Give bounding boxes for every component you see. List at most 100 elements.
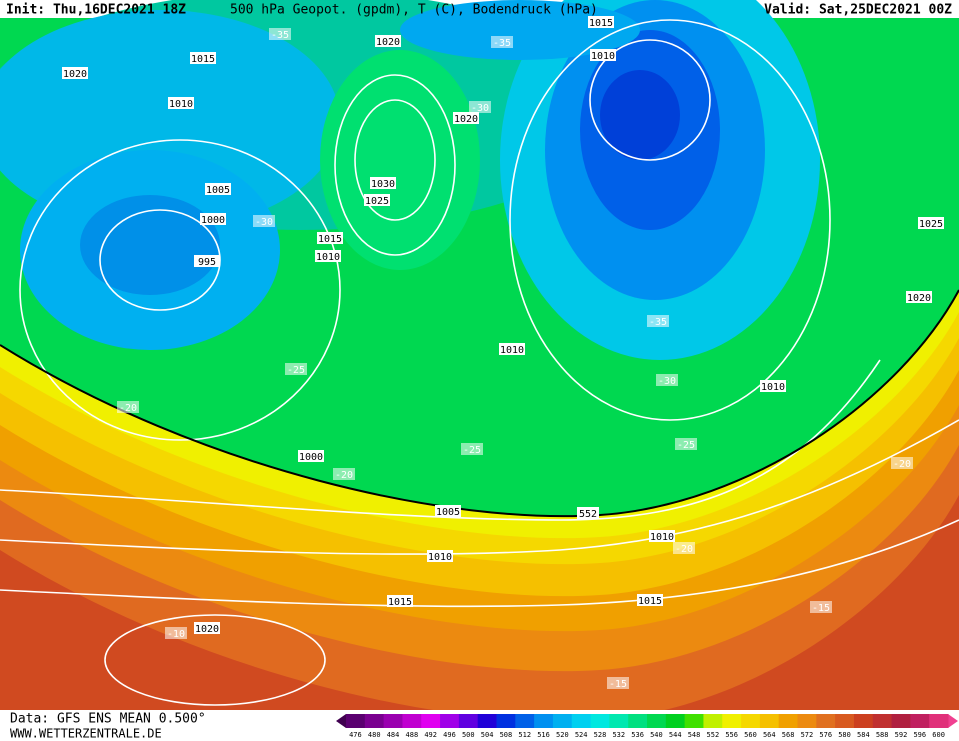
temperature-label: -35 bbox=[493, 38, 511, 49]
isobar bbox=[19, 139, 341, 441]
isobar-label: 1015 bbox=[191, 54, 215, 65]
isobar-label: 1015 bbox=[388, 597, 412, 608]
isobar-label-box bbox=[298, 450, 324, 462]
colorbar-label: 592 bbox=[895, 731, 908, 739]
isobar-label-box bbox=[168, 97, 194, 109]
colorbar-swatch bbox=[684, 714, 704, 728]
colorbar-low-arrow bbox=[336, 714, 346, 728]
temperature-label: -20 bbox=[335, 470, 353, 481]
colorbar-swatch bbox=[741, 714, 761, 728]
map-title: 500 hPa Geopot. (gpdm), T (C), Bodendruc… bbox=[230, 3, 598, 18]
isobar-label-box bbox=[194, 622, 220, 634]
isobar-label: 1010 bbox=[500, 345, 524, 356]
isobar-label: 1025 bbox=[919, 219, 943, 230]
isobar-label-box bbox=[760, 380, 786, 392]
colorbar-label: 540 bbox=[650, 731, 663, 739]
colorbar-swatch bbox=[458, 714, 479, 728]
isobar-label-box bbox=[590, 49, 616, 61]
colorbar-swatch bbox=[515, 714, 535, 728]
field-blue bbox=[80, 195, 220, 295]
colorbar-label: 480 bbox=[368, 731, 381, 739]
colorbar-label: 568 bbox=[782, 731, 795, 739]
colorbar-swatch bbox=[703, 714, 723, 728]
temperature-label-box bbox=[810, 601, 832, 613]
temperature-label: -15 bbox=[812, 603, 830, 614]
isobar-label-box bbox=[918, 217, 944, 229]
isobar bbox=[0, 519, 959, 608]
isobar-label: 1005 bbox=[436, 507, 460, 518]
colorbar-label: 576 bbox=[819, 731, 832, 739]
isobar-label: 1010 bbox=[169, 99, 193, 110]
colorbar-swatch bbox=[891, 714, 911, 728]
colorbar-label: 492 bbox=[424, 731, 437, 739]
colorbar-swatch bbox=[552, 714, 573, 728]
temperature-label-box bbox=[117, 401, 139, 413]
colorbar-label: 600 bbox=[932, 731, 945, 739]
temperature-label-box bbox=[253, 215, 275, 227]
isobar bbox=[0, 359, 881, 521]
isobar-label-box bbox=[205, 183, 231, 195]
data-source: Data: GFS ENS MEAN 0.500° bbox=[10, 712, 206, 727]
temperature-label: -30 bbox=[471, 103, 489, 114]
isobar-label: 1020 bbox=[195, 624, 219, 635]
isobar-label-box bbox=[315, 250, 341, 262]
colorbar-label: 476 bbox=[349, 731, 362, 739]
isobar-label: 1010 bbox=[428, 552, 452, 563]
colorbar-label: 560 bbox=[744, 731, 757, 739]
temperature-label: -25 bbox=[463, 445, 481, 456]
colorbar-label: 552 bbox=[707, 731, 720, 739]
colorbar-swatch bbox=[910, 714, 930, 728]
isobar-label: 1015 bbox=[638, 596, 662, 607]
colorbar-swatch bbox=[364, 714, 385, 728]
colorbar-swatch bbox=[853, 714, 874, 728]
field-blue bbox=[600, 70, 680, 160]
temperature-label: -35 bbox=[271, 30, 289, 41]
temperature-label-box bbox=[673, 542, 695, 554]
colorbar-label: 596 bbox=[913, 731, 926, 739]
colorbar-swatch bbox=[872, 714, 893, 728]
colorbar-label: 556 bbox=[725, 731, 738, 739]
colorbar-swatch bbox=[929, 714, 949, 728]
temperature-label: -25 bbox=[677, 440, 695, 451]
colorbar-swatch bbox=[647, 714, 667, 728]
geopotential-label: 552 bbox=[579, 509, 597, 520]
colorbar-label: 520 bbox=[556, 731, 569, 739]
colorbar-swatch bbox=[816, 714, 836, 728]
temperature-label-box bbox=[891, 457, 913, 469]
colorbar-swatch bbox=[346, 714, 366, 728]
isobar-label-box bbox=[364, 194, 390, 206]
warm-band bbox=[0, 495, 959, 722]
isobar-label: 1020 bbox=[376, 37, 400, 48]
temperature-label-box bbox=[647, 315, 669, 327]
isobar-label-box bbox=[588, 16, 614, 28]
isobar-label: 1025 bbox=[365, 196, 389, 207]
colorbar-swatch bbox=[797, 714, 817, 728]
colorbar-swatch bbox=[402, 714, 422, 728]
colorbar-label: 548 bbox=[688, 731, 701, 739]
isobar-label: 1010 bbox=[650, 532, 674, 543]
isobar-label-box bbox=[370, 177, 396, 189]
isobar-label: 1010 bbox=[591, 51, 615, 62]
isobar bbox=[509, 19, 831, 421]
colorbar-swatch bbox=[628, 714, 648, 728]
temperature-label: -15 bbox=[609, 679, 627, 690]
colorbar-swatch bbox=[421, 714, 441, 728]
colorbar-swatch bbox=[778, 714, 798, 728]
temperature-label-box bbox=[165, 627, 187, 639]
colorbar-label: 516 bbox=[537, 731, 550, 739]
isobar-label-box bbox=[637, 594, 663, 606]
isobar-label-box bbox=[375, 35, 401, 47]
isobar-label: 1010 bbox=[316, 252, 340, 263]
isobar bbox=[104, 614, 326, 706]
temperature-label: -25 bbox=[287, 365, 305, 376]
isobar-label-box bbox=[649, 530, 675, 542]
colorbar-swatch bbox=[477, 714, 497, 728]
colorbar-label: 504 bbox=[481, 731, 494, 739]
temperature-label: -20 bbox=[675, 544, 693, 555]
colorbar-label: 532 bbox=[612, 731, 625, 739]
isobar-label-box bbox=[387, 595, 413, 607]
isobar-label: 1020 bbox=[63, 69, 87, 80]
colorbar-swatch bbox=[835, 714, 855, 728]
colorbar-swatch bbox=[496, 714, 516, 728]
